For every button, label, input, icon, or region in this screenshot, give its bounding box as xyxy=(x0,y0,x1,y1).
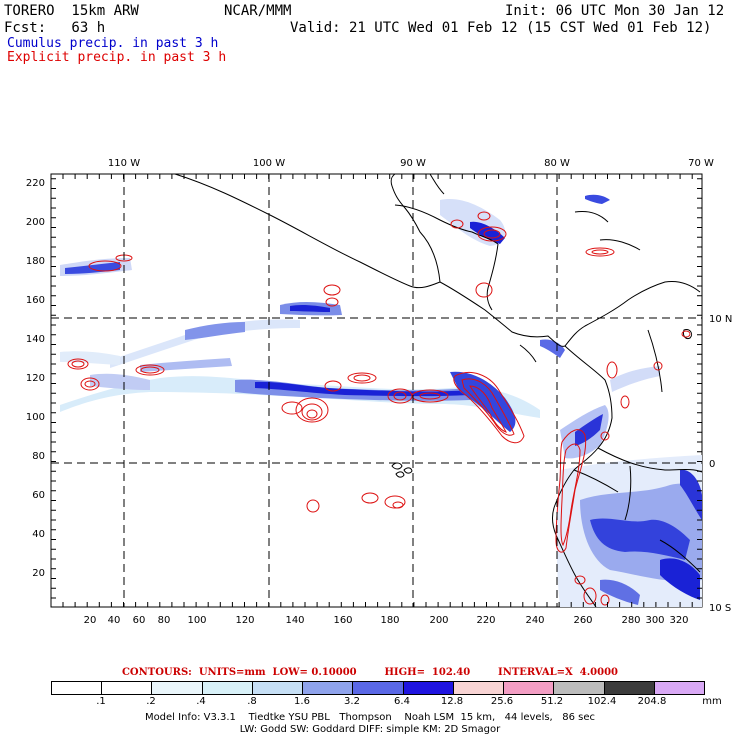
lat-labels: 10 N 0 10 S xyxy=(709,314,732,614)
colorbar-label: .2 xyxy=(146,696,156,707)
colorbar-label: 1.6 xyxy=(294,696,310,707)
colorbar-segment xyxy=(353,682,404,694)
colorbar-segment xyxy=(504,682,555,694)
colorbar-segment xyxy=(102,682,153,694)
contours-info: CONTOURS: UNITS=mm LOW= 0.10000 HIGH= 10… xyxy=(121,667,619,678)
x-index-labels: 20 40 60 80 100 120 140 160 180 200 220 … xyxy=(84,615,689,626)
colorbar-label: .8 xyxy=(247,696,257,707)
y-index-labels: 20 40 60 80 100 120 140 160 180 200 220 xyxy=(26,178,45,579)
colorbar-label: 51.2 xyxy=(540,696,564,707)
x-tick-label: 20 xyxy=(84,615,97,626)
x-tick-label: 80 xyxy=(158,615,171,626)
colorbar-segment xyxy=(202,682,253,694)
lon-labels: 110 W 100 W 90 W 80 W 70 W xyxy=(108,158,714,169)
colorbar-segment xyxy=(654,682,705,694)
y-tick-label: 160 xyxy=(26,295,45,306)
y-tick-label: 100 xyxy=(26,412,45,423)
model-info-line2: LW: Godd SW: Goddard DIFF: simple KM: 2D… xyxy=(239,724,501,735)
y-tick-label: 120 xyxy=(26,373,45,384)
x-tick-label: 240 xyxy=(525,615,544,626)
latlon-grid xyxy=(51,174,702,607)
x-tick-label: 180 xyxy=(380,615,399,626)
precip-map: 110 W 100 W 90 W 80 W 70 W 10 N 0 10 S 2… xyxy=(26,158,732,626)
legend-cumulus: Cumulus precip. in past 3 h xyxy=(7,36,219,51)
x-tick-label: 260 xyxy=(573,615,592,626)
x-tick-label: 220 xyxy=(476,615,495,626)
y-tick-label: 220 xyxy=(26,178,45,189)
colorbar-label: 204.8 xyxy=(637,696,667,707)
legend-explicit: Explicit precip. in past 3 h xyxy=(7,50,227,65)
lon-label: 110 W xyxy=(108,158,140,169)
colorbar-label: 6.4 xyxy=(394,696,410,707)
colorbar-label: 3.2 xyxy=(344,696,360,707)
lon-label: 70 W xyxy=(688,158,714,169)
colorbar-segment xyxy=(303,682,354,694)
model-title: TORERO 15km ARW xyxy=(4,3,139,19)
lon-label: 90 W xyxy=(400,158,426,169)
lon-label: 100 W xyxy=(253,158,285,169)
explicit-precip-contours xyxy=(67,211,691,606)
x-tick-label: 100 xyxy=(187,615,206,626)
lon-label: 80 W xyxy=(544,158,570,169)
colorbar-segment xyxy=(252,682,304,694)
x-tick-label: 140 xyxy=(285,615,304,626)
colorbar-segment xyxy=(554,682,605,694)
x-tick-label: 120 xyxy=(235,615,254,626)
colorbar-segment xyxy=(152,682,203,694)
model-info-line1: Model Info: V3.3.1 Tiedtke YSU PBL Thomp… xyxy=(144,712,596,723)
x-tick-label: 300 xyxy=(645,615,664,626)
colorbar xyxy=(51,681,705,695)
valid-time: Valid: 21 UTC Wed 01 Feb 12 (15 CST Wed … xyxy=(290,20,712,36)
forecast-hour: Fcst: 63 h xyxy=(4,20,106,36)
colorbar-label: 12.8 xyxy=(440,696,464,707)
x-tick-label: 320 xyxy=(669,615,688,626)
y-tick-label: 80 xyxy=(32,451,45,462)
colorbar-units: mm xyxy=(702,696,722,707)
colorbar-segment xyxy=(604,682,655,694)
colorbar-label: .4 xyxy=(196,696,206,707)
colorbar-segment xyxy=(52,682,103,694)
lat-label: 10 S xyxy=(709,603,731,614)
center-label: NCAR/MMM xyxy=(224,3,292,19)
init-time: Init: 06 UTC Mon 30 Jan 12 xyxy=(505,3,725,19)
y-tick-label: 140 xyxy=(26,334,45,345)
colorbar-label: 102.4 xyxy=(587,696,617,707)
colorbar-label: .1 xyxy=(96,696,106,707)
lat-label: 0 xyxy=(709,459,715,470)
x-tick-label: 60 xyxy=(133,615,146,626)
x-tick-label: 160 xyxy=(333,615,352,626)
colorbar-segment xyxy=(453,682,505,694)
x-tick-label: 40 xyxy=(108,615,121,626)
tick-marks xyxy=(51,174,702,607)
y-tick-label: 200 xyxy=(26,217,45,228)
x-tick-label: 200 xyxy=(429,615,448,626)
colorbar-label: 25.6 xyxy=(490,696,514,707)
y-tick-label: 60 xyxy=(32,490,45,501)
lat-label: 10 N xyxy=(709,314,732,325)
y-tick-label: 180 xyxy=(26,256,45,267)
colorbar-segment xyxy=(403,682,454,694)
colorbar-labels: .1 .2 .4 .8 1.6 3.2 6.4 12.8 25.6 51.2 1… xyxy=(0,696,740,708)
x-tick-label: 280 xyxy=(621,615,640,626)
y-tick-label: 20 xyxy=(32,568,45,579)
y-tick-label: 40 xyxy=(32,529,45,540)
